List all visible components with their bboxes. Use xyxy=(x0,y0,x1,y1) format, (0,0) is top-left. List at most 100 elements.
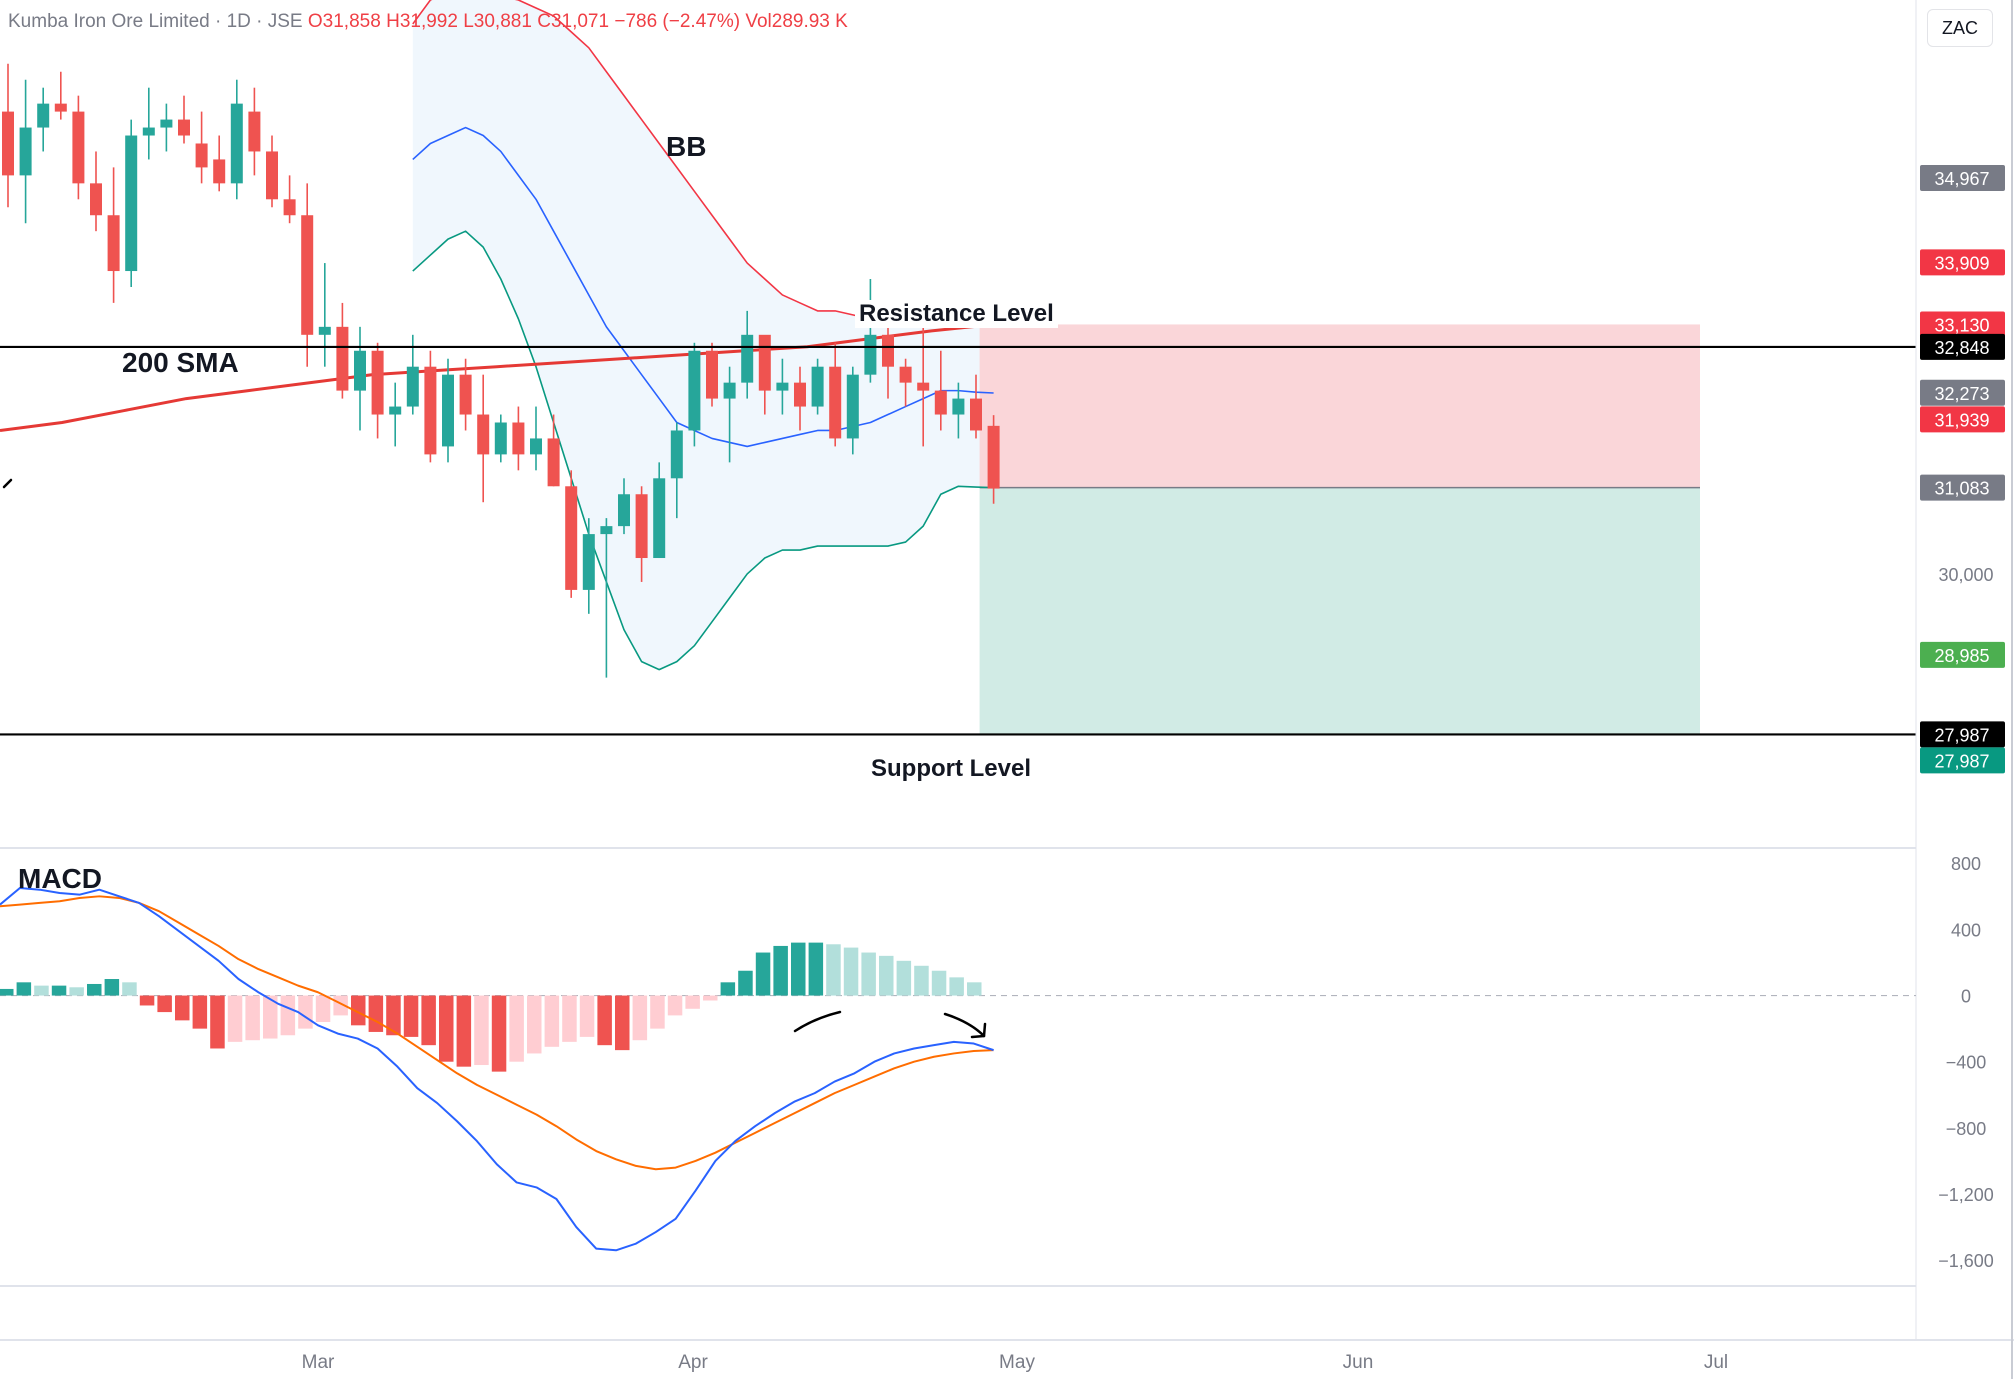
time-axis: Mar Apr May Jun Jul xyxy=(302,1352,1729,1373)
macd-histogram-bar xyxy=(791,942,806,996)
candle-body xyxy=(582,534,595,590)
symbol-name: Kumba Iron Ore Limited · 1D · JSE xyxy=(8,11,303,32)
macd-histogram-bar xyxy=(298,995,313,1029)
candle-body xyxy=(723,382,736,399)
price-scale-badge xyxy=(1920,311,2005,338)
bollinger-band-fill xyxy=(412,0,994,670)
candle-body xyxy=(952,398,965,415)
candle-body xyxy=(336,326,349,391)
candle-body xyxy=(318,326,331,335)
low-value: 30,881 xyxy=(473,11,532,32)
macd-histogram-bar xyxy=(474,995,489,1066)
high-label: H xyxy=(386,11,400,32)
price-scale: 30,000 34,967 33,909 33,130 32,848 32,273 31,9… xyxy=(1920,165,2005,1271)
candle-body xyxy=(125,135,138,272)
candle-body xyxy=(54,103,67,112)
macd-histogram-bar xyxy=(509,995,524,1062)
candle-body xyxy=(934,390,947,415)
candle-body xyxy=(741,334,754,383)
price-scale-badge-label: 28,985 xyxy=(1934,646,1989,666)
close-value: 31,071 xyxy=(550,11,610,32)
position-zones xyxy=(979,324,1700,735)
candle-body xyxy=(635,494,648,559)
candle-body xyxy=(142,127,155,136)
macd-histogram-bar xyxy=(16,982,32,996)
macd-histogram-bar xyxy=(192,995,208,1029)
open-value: 31,858 xyxy=(322,11,381,32)
price-scale-badge-label: 33,130 xyxy=(1934,315,1989,335)
macd-histogram-bar xyxy=(615,995,630,1051)
macd-histogram-bar xyxy=(491,995,507,1072)
price-scale-badge xyxy=(1920,249,2005,276)
candle-body xyxy=(230,103,243,184)
macd-histogram-bar xyxy=(949,977,964,996)
stop-loss-zone xyxy=(979,324,1700,488)
hand-drawn-marks xyxy=(2,478,987,1039)
price-scale-badge xyxy=(1920,165,2005,192)
currency-button[interactable]: ZAC xyxy=(1927,9,1993,47)
bb-basis-line xyxy=(412,126,994,448)
candle-body xyxy=(406,366,419,407)
candle-body xyxy=(776,382,789,391)
macd-histogram-bar xyxy=(227,995,243,1042)
price-scale-badge-label: 32,273 xyxy=(1934,384,1989,404)
macd-histogram-bar xyxy=(967,982,982,996)
macd-histogram-bar xyxy=(122,982,137,996)
price-scale-badge-label: 33,909 xyxy=(1934,253,1989,273)
macd-histogram-bar xyxy=(527,995,542,1054)
candle-body xyxy=(618,494,630,527)
candle-body xyxy=(758,334,771,391)
candle-body xyxy=(829,366,842,439)
candle-body xyxy=(899,366,912,383)
support-label: Support Level xyxy=(867,755,1036,783)
candle-body xyxy=(354,350,366,391)
low-label: L xyxy=(463,11,474,32)
candle-body xyxy=(864,334,877,375)
bb-lower-line xyxy=(412,230,994,671)
candles xyxy=(2,63,1000,678)
candle-body xyxy=(987,425,1000,489)
candle-body xyxy=(459,374,472,415)
price-scale-badge-label: 31,083 xyxy=(1934,479,1989,499)
candle-body xyxy=(2,111,14,176)
price-scale-badge xyxy=(1920,721,2005,748)
price-scale-badge xyxy=(1920,474,2005,501)
macd-histogram-bar xyxy=(667,995,683,1016)
macd-histogram-bar xyxy=(87,983,102,996)
macd-tick-label: 400 xyxy=(1951,920,1981,940)
hand-drawn-arrow-head xyxy=(970,1022,987,1039)
time-tick-label: May xyxy=(999,1352,1035,1373)
macd-histogram-bar xyxy=(280,995,296,1036)
volume-value: 289.93 K xyxy=(771,11,848,32)
change-value: −786 (−2.47%) xyxy=(614,11,741,32)
macd-histogram-bar xyxy=(914,965,929,996)
macd-histogram-bar xyxy=(544,995,560,1047)
macd-pane xyxy=(0,887,1916,1252)
macd-histogram-bar xyxy=(34,985,49,996)
macd-histogram-bar xyxy=(579,995,595,1037)
macd-histogram-bar xyxy=(439,995,454,1062)
sma-200-line xyxy=(0,322,994,432)
hand-drawn-arrow-curve xyxy=(943,1012,986,1038)
macd-histogram-bar xyxy=(879,955,894,996)
take-profit-zone xyxy=(979,487,1700,735)
time-tick-label: Jul xyxy=(1704,1352,1728,1373)
macd-tick-label: 0 xyxy=(1961,987,1971,1007)
macd-tick-label: −800 xyxy=(1946,1119,1987,1139)
price-scale-badge-label: 27,987 xyxy=(1934,751,1989,771)
candle-body xyxy=(811,366,824,407)
candle-body xyxy=(688,350,701,431)
candle-body xyxy=(917,382,930,391)
candle-body xyxy=(107,215,120,272)
macd-histogram-bar xyxy=(597,995,612,1046)
time-tick-label: Mar xyxy=(302,1352,335,1373)
symbol-legend: Kumba Iron Ore Limited · 1D · JSE O31,85… xyxy=(8,11,848,33)
volume-label: Vol xyxy=(745,11,772,32)
macd-histogram-bar xyxy=(808,942,824,996)
macd-histogram-bar xyxy=(931,970,947,996)
macd-histogram-bar xyxy=(175,995,190,1021)
macd-histogram-bar xyxy=(403,995,419,1037)
bb-fill-area xyxy=(412,0,994,670)
